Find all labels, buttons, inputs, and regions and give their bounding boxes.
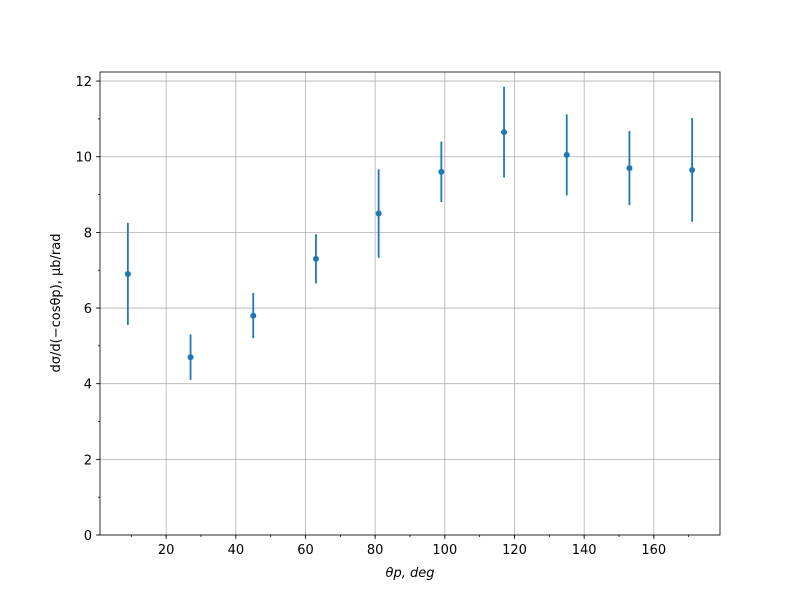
data-point	[124, 270, 131, 277]
x-tick-label: 100	[432, 543, 457, 558]
plot-frame	[99, 71, 721, 536]
x-tick-label: 80	[367, 543, 384, 558]
x-axis-label: θp, deg	[386, 566, 435, 581]
x-tick-label: 160	[641, 543, 666, 558]
data-point	[312, 255, 319, 262]
x-tick-label: 60	[297, 543, 314, 558]
y-axis-label: dσ/d(−cosθp), μb/rad	[49, 234, 64, 373]
y-tick-label: 0	[84, 529, 92, 544]
data-point	[626, 165, 633, 172]
y-tick-label: 8	[84, 226, 92, 241]
x-tick-label: 20	[158, 543, 175, 558]
x-tick-label: 140	[572, 543, 597, 558]
y-tick-label: 4	[84, 378, 92, 393]
data-point	[501, 129, 508, 136]
y-tick-label: 12	[75, 75, 92, 90]
y-tick-label: 10	[75, 151, 92, 166]
data-point	[438, 168, 445, 175]
y-tick-label: 6	[84, 302, 92, 317]
data-point	[187, 354, 194, 361]
x-tick-label: 40	[228, 543, 245, 558]
data-point	[250, 312, 257, 319]
data-point	[689, 166, 696, 173]
data-point	[375, 210, 382, 217]
y-tick-label: 2	[84, 453, 92, 468]
data-point	[563, 151, 570, 158]
x-tick-label: 120	[502, 543, 527, 558]
